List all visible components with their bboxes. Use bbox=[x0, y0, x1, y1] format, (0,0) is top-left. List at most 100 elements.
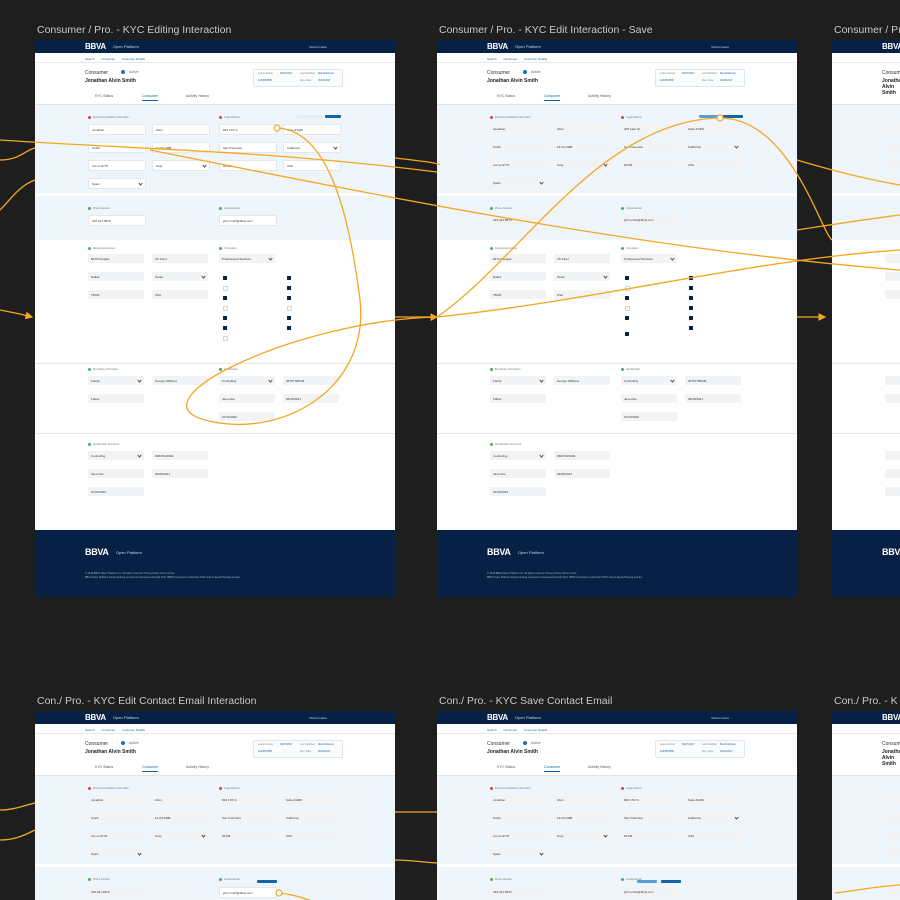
id-exp-field[interactable]: 05/25/2021 bbox=[283, 394, 339, 403]
tab-kyc-status[interactable]: KYC Status bbox=[497, 94, 516, 98]
footer-logo[interactable]: BBVA bbox=[85, 547, 109, 557]
user-menu[interactable]: Robert Howe bbox=[309, 716, 327, 720]
country-field[interactable]: USA bbox=[685, 831, 741, 840]
tab-activity-history[interactable]: Activity History bbox=[186, 94, 209, 98]
breadcrumb-consumer[interactable]: Consumer bbox=[101, 728, 116, 732]
first-name-field[interactable]: Jonathan bbox=[88, 795, 144, 804]
res-city-field[interactable]: Dallas bbox=[88, 272, 144, 281]
state-select[interactable]: California bbox=[685, 142, 741, 151]
cancel-button[interactable] bbox=[297, 115, 323, 118]
dob-field[interactable]: 12-04-1988 bbox=[152, 142, 210, 153]
legal-street-field[interactable]: 820 17th S bbox=[219, 795, 275, 804]
user-menu[interactable]: Robert Howe bbox=[309, 45, 327, 49]
legal-street2-field[interactable]: Suite #1400 bbox=[685, 795, 741, 804]
zip-field[interactable]: 94105 bbox=[621, 831, 677, 840]
birth-country-select[interactable]: Spain bbox=[88, 849, 144, 858]
frame-kyc-editing[interactable]: BBVA Open Platform Robert Howe Search Co… bbox=[35, 40, 395, 597]
breadcrumb-consumer[interactable]: Consumer bbox=[101, 57, 116, 61]
frame-third-clipped[interactable]: BBVA Consumer Jonathan Alvin Smith BBVA bbox=[832, 40, 900, 597]
email-field[interactable]: john.smith@bbva.com bbox=[219, 215, 277, 226]
ssn-field[interactable]: xxx-xx-9776 bbox=[88, 160, 146, 171]
save-button[interactable] bbox=[723, 115, 743, 118]
breadcrumb-search[interactable]: Search bbox=[85, 728, 95, 732]
birth-country-select[interactable]: Spain bbox=[88, 178, 146, 189]
ben-role-field[interactable]: Father bbox=[88, 394, 144, 403]
checkbox[interactable] bbox=[625, 316, 629, 320]
checkbox[interactable] bbox=[287, 326, 291, 330]
checkbox[interactable] bbox=[287, 286, 291, 290]
frame-kyc-edit-save[interactable]: BBVA Open Platform Robert Howe Search Co… bbox=[437, 40, 797, 597]
zip-field[interactable]: 94105 bbox=[219, 160, 277, 171]
checkbox[interactable] bbox=[223, 336, 228, 341]
bbva-logo[interactable]: BBVA bbox=[487, 713, 508, 722]
res-zip-field[interactable]: 75225 bbox=[88, 290, 144, 299]
breadcrumb-consumer[interactable]: Consumer bbox=[503, 728, 518, 732]
doc-exp-field[interactable]: 03/05/2021 bbox=[554, 469, 610, 478]
doc-holder-field[interactable]: Jane Doe bbox=[88, 469, 144, 478]
checkbox[interactable] bbox=[625, 286, 630, 291]
citizenship-select[interactable]: Gray bbox=[554, 831, 610, 840]
occupation-select[interactable]: Professional Services bbox=[621, 254, 677, 263]
checkbox[interactable] bbox=[223, 276, 227, 280]
legal-street2-field[interactable]: Suite #1400 bbox=[283, 124, 341, 135]
save-email-button[interactable] bbox=[257, 880, 277, 883]
checkbox[interactable] bbox=[689, 326, 693, 330]
save-button[interactable] bbox=[325, 115, 341, 118]
meta-modified-value[interactable]: Max Robinson bbox=[318, 743, 334, 746]
tab-consumer[interactable]: Consumer bbox=[544, 765, 561, 772]
state-select[interactable]: California bbox=[283, 142, 341, 153]
id-issue-field[interactable]: 07/26/2020 bbox=[219, 412, 275, 421]
bbva-logo[interactable]: BBVA bbox=[882, 713, 900, 722]
checkbox[interactable] bbox=[689, 276, 693, 280]
doc-issue-field[interactable]: 07/26/2022 bbox=[88, 487, 144, 496]
res-city-field[interactable]: Dallas bbox=[490, 272, 546, 281]
zip-field[interactable]: 94105 bbox=[219, 831, 275, 840]
res-street-field[interactable]: 8270 Douglas bbox=[490, 254, 546, 263]
email-field[interactable]: john.smith@bbva.com bbox=[219, 887, 277, 898]
occupation-select[interactable]: Professional Services bbox=[219, 254, 275, 263]
state-select[interactable]: California bbox=[685, 813, 741, 822]
checkbox[interactable] bbox=[223, 286, 228, 291]
email-field[interactable]: john.smith@bbva.com bbox=[621, 215, 677, 224]
breadcrumb-search[interactable]: Search bbox=[487, 57, 497, 61]
tab-kyc-status[interactable]: KYC Status bbox=[95, 94, 114, 98]
ben-role-field[interactable]: Father bbox=[490, 394, 546, 403]
doc-number-field[interactable]: 06847621904 bbox=[554, 451, 610, 460]
zip-field[interactable]: 94105 bbox=[621, 160, 677, 169]
state-field[interactable]: California bbox=[283, 813, 339, 822]
res-country-field[interactable]: USA bbox=[554, 290, 610, 299]
checkbox[interactable] bbox=[287, 296, 291, 300]
birth-country-select[interactable]: Spain bbox=[490, 849, 546, 858]
breadcrumb-search[interactable]: Search bbox=[85, 57, 95, 61]
country-field[interactable]: USA bbox=[283, 831, 339, 840]
user-menu[interactable]: Robert Howe bbox=[711, 716, 729, 720]
res-zip-field[interactable]: 75225 bbox=[490, 290, 546, 299]
id-issuer-field[interactable]: Jane Doe bbox=[219, 394, 275, 403]
checkbox[interactable] bbox=[287, 316, 291, 320]
checkbox[interactable] bbox=[223, 306, 228, 311]
checkbox[interactable] bbox=[223, 296, 227, 300]
checkbox[interactable] bbox=[223, 316, 227, 320]
dob-field[interactable]: 12-04-1988 bbox=[554, 142, 610, 151]
id-type-select[interactable]: Controlling bbox=[621, 376, 677, 385]
tab-activity-history[interactable]: Activity History bbox=[186, 765, 209, 769]
middle-name-field[interactable]: Alvin bbox=[554, 795, 610, 804]
dob-field[interactable]: 12-04-1988 bbox=[152, 813, 208, 822]
checkbox[interactable] bbox=[625, 306, 630, 311]
email-field[interactable]: john.smith@bbva.com bbox=[621, 887, 677, 896]
bbva-logo[interactable]: BBVA bbox=[85, 42, 106, 51]
checkbox[interactable] bbox=[287, 276, 291, 280]
bbva-logo[interactable]: BBVA bbox=[85, 713, 106, 722]
meta-id[interactable]: 1234567890 bbox=[258, 79, 272, 82]
frame-edit-contact-email[interactable]: BBVA Open Platform Robert Howe Search Co… bbox=[35, 711, 395, 900]
last-name-field[interactable]: Smith bbox=[88, 813, 144, 822]
city-field[interactable]: San Francisco bbox=[621, 142, 677, 151]
country-field[interactable]: USA bbox=[283, 160, 341, 171]
id-issuer-field[interactable]: Jane Doe bbox=[621, 394, 677, 403]
phone-field[interactable]: 415-321-5876 bbox=[490, 887, 546, 896]
meta-modified-value[interactable]: Max Robinson bbox=[720, 72, 736, 75]
id-type-select[interactable]: Controlling bbox=[219, 376, 275, 385]
last-name-field[interactable]: Smith bbox=[490, 142, 546, 151]
doc-type-select[interactable]: Controlling bbox=[490, 451, 546, 460]
meta-id[interactable]: 1234567890 bbox=[660, 750, 674, 753]
